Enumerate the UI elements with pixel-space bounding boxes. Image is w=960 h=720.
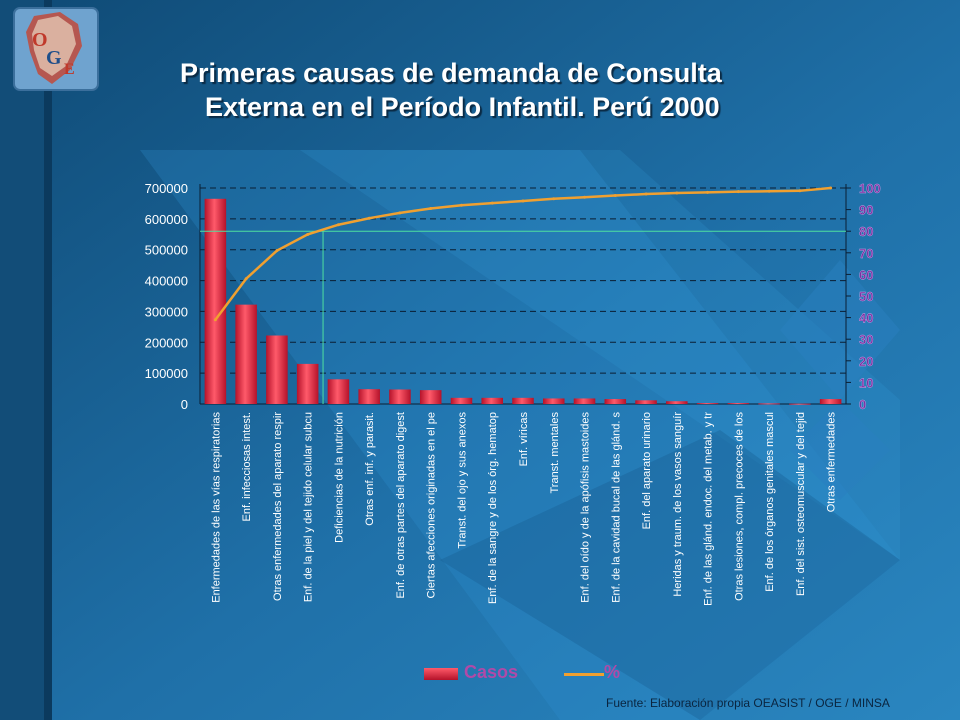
y2-tick-label: 10 [859,375,873,390]
logo-letter-e: E [64,61,75,78]
line-point [552,197,556,201]
y-tick-label: 600000 [145,212,188,227]
bar [358,389,380,404]
source-note: Fuente: Elaboración propia OEASIST / OGE… [606,696,890,710]
x-category-label: Enf. de la cavidad bucal de las glánd. s [610,412,622,603]
x-category-label: Enf. de la sangre y de los órg. hematop [487,412,499,604]
x-category-label: Enfermedades de las vías respiratorias [210,412,222,603]
bar [389,389,411,404]
x-category-label: Enf. de la piel y del tejido celular sub… [303,412,315,602]
y-tick-label: 0 [181,397,188,412]
line-point [583,195,587,199]
title-line-1: Primeras causas de demanda de Consulta [180,58,722,88]
bar [758,403,780,405]
bar [696,403,719,405]
y2-tick-label: 80 [859,224,873,239]
chart-title: Primeras causas de demanda de Consulta E… [180,56,880,124]
bar [419,390,442,404]
bar [204,198,227,404]
x-category-label: Otras lesiones, compl. precoces de los [733,412,745,601]
y2-tick-label: 20 [859,354,873,369]
logo-letter-g: G [46,47,62,69]
bar [235,304,257,404]
x-category-label: Transt. mentales [549,412,561,494]
line-point [367,216,371,220]
line-point [798,189,802,193]
bar [512,397,534,404]
line-point [490,201,494,205]
y2-tick-label: 0 [859,397,866,412]
bar [573,398,596,404]
x-category-label: Enf. infecciosas intest. [241,412,253,521]
x-category-label: Enf. del aparato urinario [641,412,653,529]
y-tick-label: 500000 [145,243,188,258]
y2-tick-label: 40 [859,311,873,326]
line-point [275,249,279,253]
x-category-label: Ciertas afecciones originadas en el pe [426,412,438,599]
legend-line-swatch [564,673,604,676]
line-point [336,223,340,227]
y-tick-label: 100000 [145,366,188,381]
y2-tick-label: 70 [859,246,873,261]
y-tick-label: 700000 [145,181,188,196]
line-point [829,186,833,190]
bar [604,399,627,404]
bar [481,397,504,404]
bar [266,335,288,404]
x-category-label: Transt. del ojo y sus anexos [456,412,468,549]
bar [789,403,811,405]
bar [327,379,350,404]
line-point [613,194,617,198]
bar [819,399,842,404]
line-point [398,211,402,215]
line-point [244,277,248,281]
bar [450,397,473,404]
y2-tick-label: 90 [859,203,873,218]
line-point [459,203,463,207]
x-category-label: Enf. del sist. osteomuscular y del tejid [795,412,807,596]
logo-letter-o: O [32,29,48,51]
line-point [706,190,710,194]
x-category-label: Enf. de los órganos genitales mascul [764,412,776,592]
line-point [306,232,310,236]
bar [542,398,565,404]
line-point [429,207,433,211]
y-tick-label: 400000 [145,274,188,289]
cumulative-percent-line [214,186,831,321]
oge-logo: O G E [13,7,99,91]
bar [666,401,688,404]
x-category-label: Otras enfermedades [826,412,838,513]
bar [635,400,657,404]
line-point [736,190,740,194]
x-category-label: Enf. de otras partes del aparato digest [395,412,407,599]
y2-tick-label: 30 [859,332,873,347]
x-category-label: Heridas y traum. de los vasos sanguír [672,412,684,597]
legend-label-casos: Casos [464,662,519,682]
y2-tick-label: 60 [859,267,873,282]
bar [727,403,750,405]
x-category-label: Enf. de las glánd. endoc. del metab. y t… [703,412,715,606]
legend-label-percent: % [604,662,621,682]
title-line-2: Externa en el Período Infantil. Perú 200… [205,92,720,122]
line-point [521,199,525,203]
line-point [675,191,679,195]
y2-tick-label: 100 [859,181,881,196]
legend-bar-swatch [424,668,458,680]
bar [296,363,319,404]
line-point [644,192,648,196]
y-tick-label: 300000 [145,304,188,319]
x-category-label: Otras enf. inf. y parasit. [364,412,376,526]
line-point [767,189,771,193]
x-category-label: Deficiencias de la nutrición [333,412,345,543]
y-tick-label: 200000 [145,335,188,350]
line-point [213,318,217,322]
x-category-label: Enf. víricas [518,412,530,467]
x-category-label: Otras enfermedades del aparato respir [272,412,284,601]
y2-tick-label: 50 [859,289,873,304]
x-category-label: Enf. del oído y de la apófisis mastoides [580,412,592,603]
